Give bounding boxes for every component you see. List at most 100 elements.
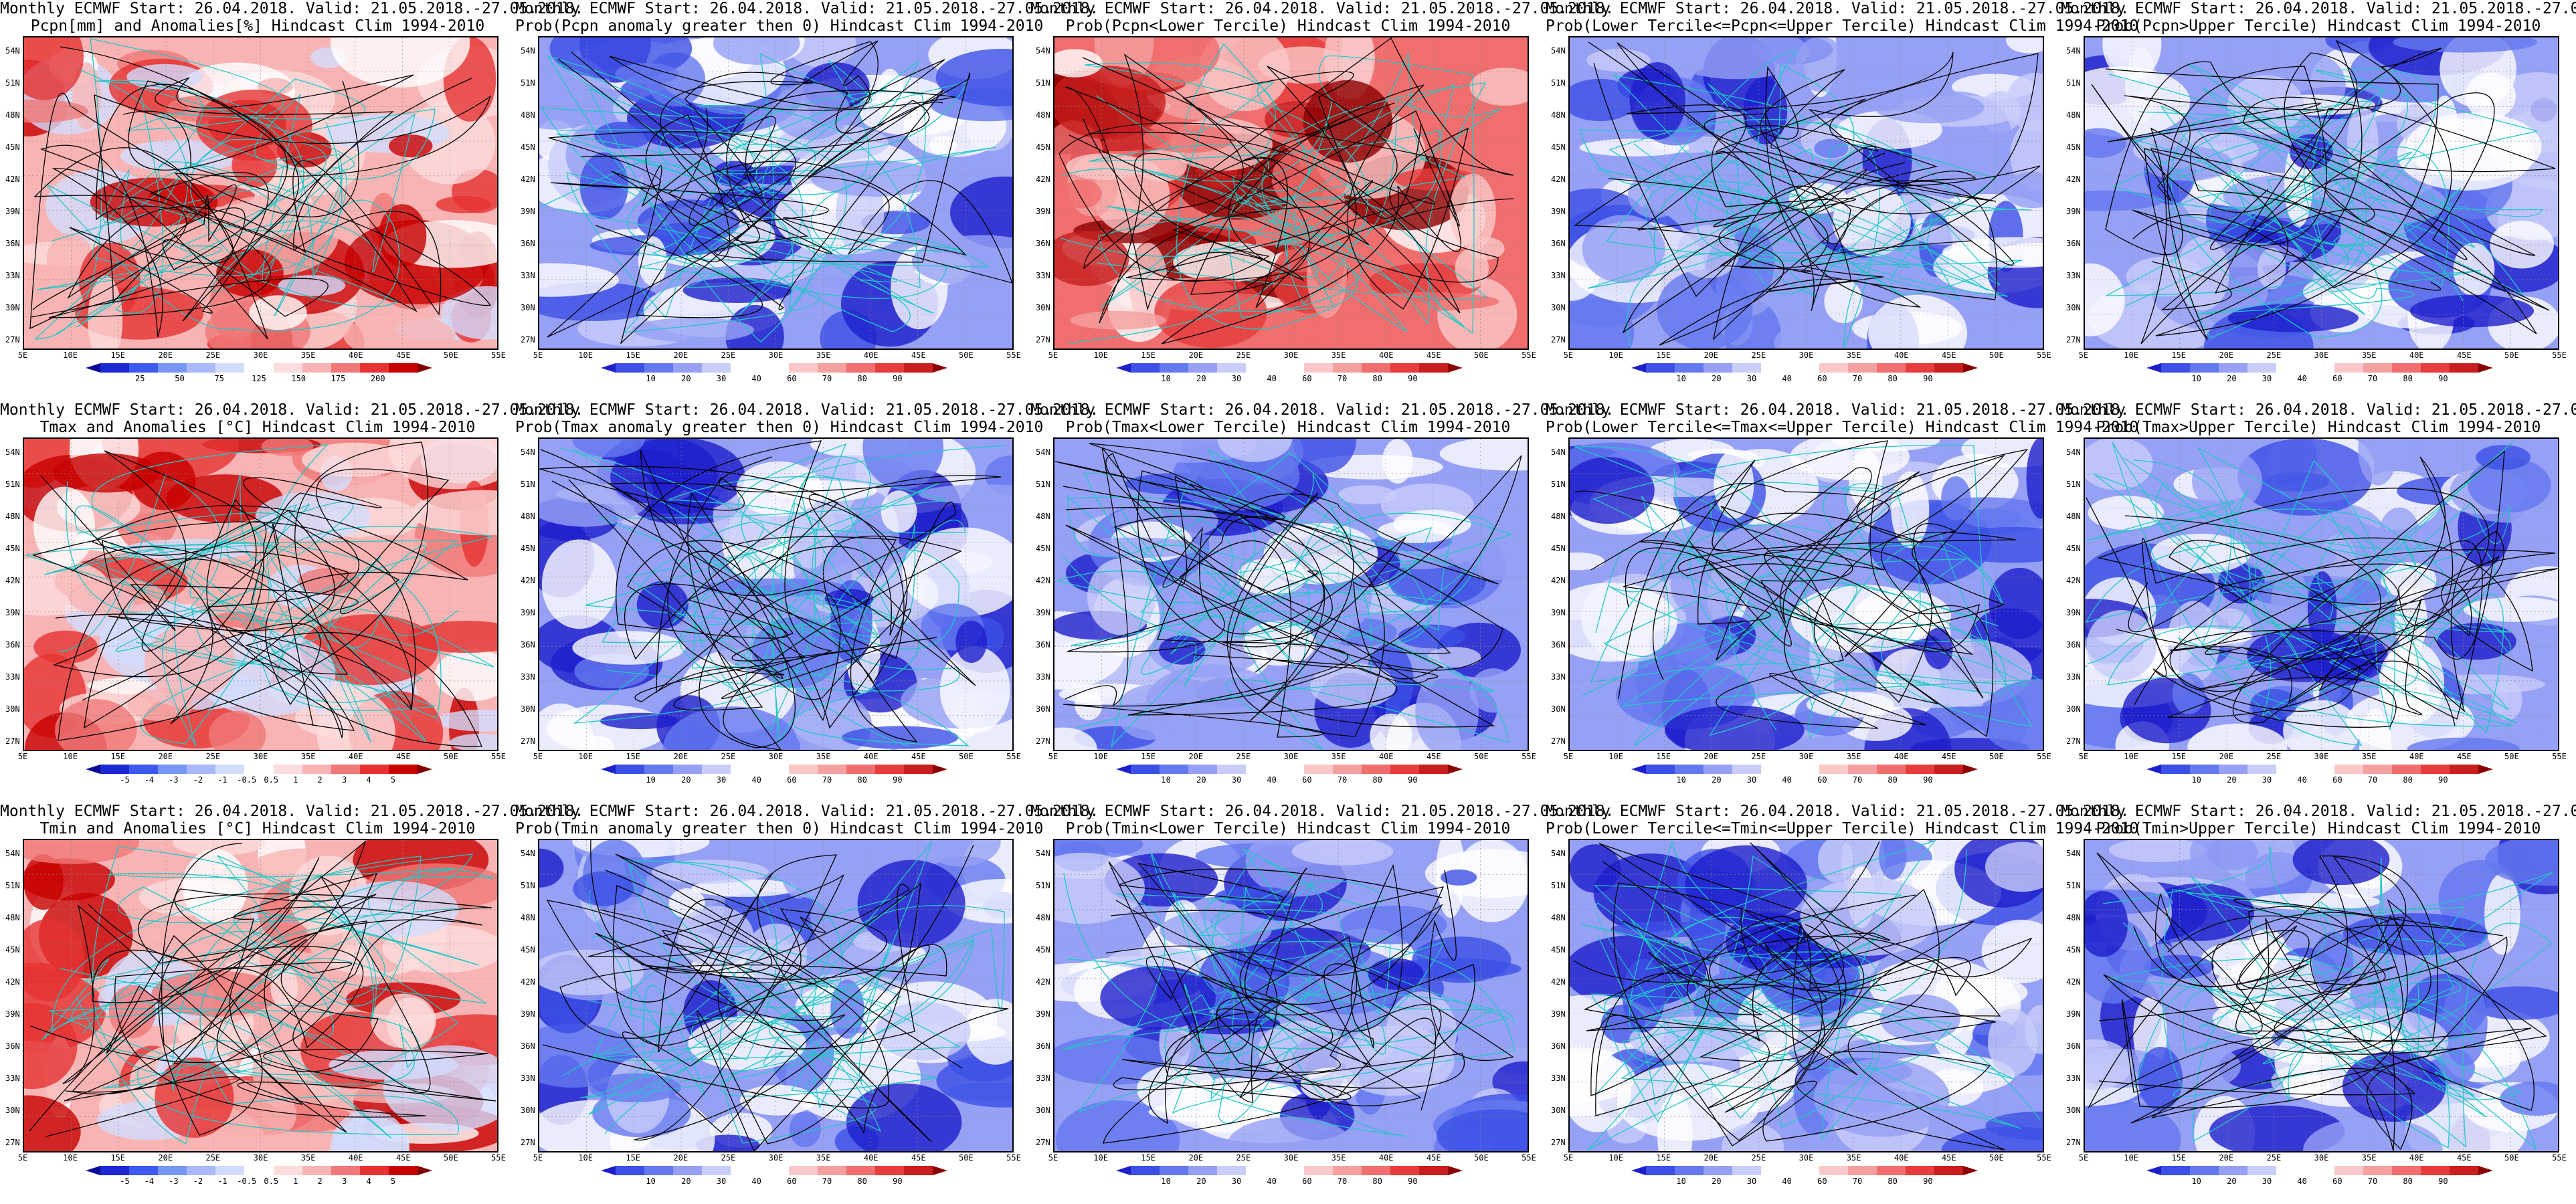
colorbar [1631, 1166, 1978, 1175]
colorbar-segment [2219, 765, 2248, 774]
colorbar-segment [129, 363, 159, 373]
colorbar-label: 30 [1746, 775, 1757, 785]
lon-label: 55E [1006, 752, 1021, 761]
lon-label: 35E [816, 752, 831, 761]
map-area [538, 839, 1014, 1152]
colorbar-segment [1675, 1166, 1704, 1175]
map-area [1053, 36, 1529, 350]
colorbar-label: -0.5 [237, 1177, 257, 1186]
colorbar-label: 70 [822, 775, 832, 785]
lat-label: 33N [1036, 271, 1050, 280]
lon-label: 25E [2266, 1153, 2282, 1163]
colorbar-segment [1646, 363, 1675, 373]
colorbar-segment [846, 1166, 876, 1175]
lat-label: 45N [5, 544, 20, 553]
lon-label: 25E [1751, 752, 1766, 761]
colorbar-segment [759, 363, 790, 373]
lat-label: 51N [5, 78, 20, 88]
colorbar-segment [1332, 1166, 1362, 1175]
colorbar-segment [1332, 765, 1362, 774]
colorbar-label: 10 [1676, 1177, 1686, 1186]
colorbar-label: 70 [1337, 775, 1348, 785]
lat-label: 54N [2066, 46, 2081, 56]
colorbar-segment [1275, 765, 1305, 774]
colorbar-segment [187, 765, 216, 774]
lon-label: 30E [2314, 1153, 2329, 1163]
lat-label: 27N [1551, 1138, 1566, 1147]
lat-label: 42N [2066, 175, 2081, 184]
lat-label: 30N [1551, 303, 1566, 312]
lon-label: 40E [1894, 350, 1909, 360]
colorbar-segment [1704, 765, 1733, 774]
colorbar-label: 80 [1372, 1177, 1382, 1186]
lon-label: 10E [1608, 1153, 1623, 1163]
colorbar [86, 1166, 432, 1175]
colorbar-label: 10 [1676, 775, 1686, 785]
colorbar-label: -5 [120, 775, 130, 785]
colorbar-label: 90 [1923, 374, 1933, 383]
map-field [1054, 37, 1528, 348]
colorbar-segment [100, 765, 130, 774]
lat-label: 39N [1551, 608, 1566, 617]
colorbar-segment [1704, 1166, 1733, 1175]
colorbar-segment [2334, 1166, 2364, 1175]
colorbar-segment [1732, 363, 1762, 373]
lat-label: 48N [2066, 110, 2081, 120]
colorbar-segment [2305, 1166, 2335, 1175]
lat-label: 42N [521, 977, 535, 987]
colorbar [2146, 1166, 2493, 1175]
colorbar-label: 60 [1302, 775, 1312, 785]
colorbar-label: 30 [716, 1177, 727, 1186]
lon-label: 10E [578, 1153, 593, 1163]
colorbar-label: 10 [1161, 775, 1171, 785]
lon-label: 35E [1331, 1153, 1346, 1163]
map-panel: Monthly ECMWF Start: 26.04.2018. Valid: … [1030, 803, 1614, 1204]
lat-label: 36N [5, 239, 20, 248]
colorbar-arrow-right [1963, 363, 1978, 373]
lon-label: 15E [1656, 350, 1671, 360]
lat-label: 39N [5, 608, 20, 617]
lat-label: 30N [5, 704, 20, 714]
colorbar-segment [2449, 765, 2479, 774]
lon-label: 15E [1141, 1153, 1156, 1163]
colorbar [1116, 765, 1463, 774]
colorbar [601, 765, 947, 774]
colorbar-segment [1418, 765, 1449, 774]
lon-label: 50E [2504, 350, 2519, 360]
colorbar-label: 5 [390, 775, 396, 785]
lat-label: 54N [5, 46, 20, 56]
colorbar-label: 10 [646, 374, 656, 383]
colorbar-segment [129, 1166, 159, 1175]
lat-label: 30N [1036, 1106, 1050, 1115]
map-area [23, 437, 498, 751]
colorbar-segment [273, 765, 303, 774]
lon-label: 20E [2219, 350, 2234, 360]
lat-label: 45N [521, 544, 535, 553]
map-field [24, 37, 497, 348]
colorbar-segment [1847, 363, 1877, 373]
map-area [1568, 437, 2044, 751]
colorbar-label: 60 [1817, 374, 1827, 383]
lon-label: 30E [768, 1153, 784, 1163]
colorbar-label: 60 [1817, 1177, 1827, 1186]
colorbar-segment [875, 1166, 905, 1175]
lat-label: 39N [2066, 1009, 2081, 1019]
lon-label: 45E [1426, 752, 1441, 761]
lon-label: 30E [1283, 752, 1299, 761]
colorbar-label: 70 [2367, 1177, 2378, 1186]
lat-label: 42N [1036, 977, 1050, 987]
map-panel: Monthly ECMWF Start: 26.04.2018. Valid: … [0, 803, 584, 1204]
colorbar [86, 765, 432, 774]
colorbar [1116, 363, 1463, 373]
lon-label: 15E [2171, 752, 2187, 761]
panel-title-line1: Monthly ECMWF Start: 26.04.2018. Valid: … [0, 803, 584, 820]
colorbar-label: 80 [1372, 775, 1382, 785]
panel-title-line2: Prob(Tmax>Upper Tercile) Hindcast Clim 1… [2096, 419, 2541, 436]
lon-label: 30E [1283, 350, 1299, 360]
colorbar [1631, 363, 1978, 373]
colorbar-segment [616, 765, 645, 774]
lat-label: 48N [2066, 512, 2081, 521]
colorbar-segment [1160, 765, 1189, 774]
lat-label: 48N [5, 512, 20, 521]
lon-label: 55E [1522, 1153, 1536, 1163]
